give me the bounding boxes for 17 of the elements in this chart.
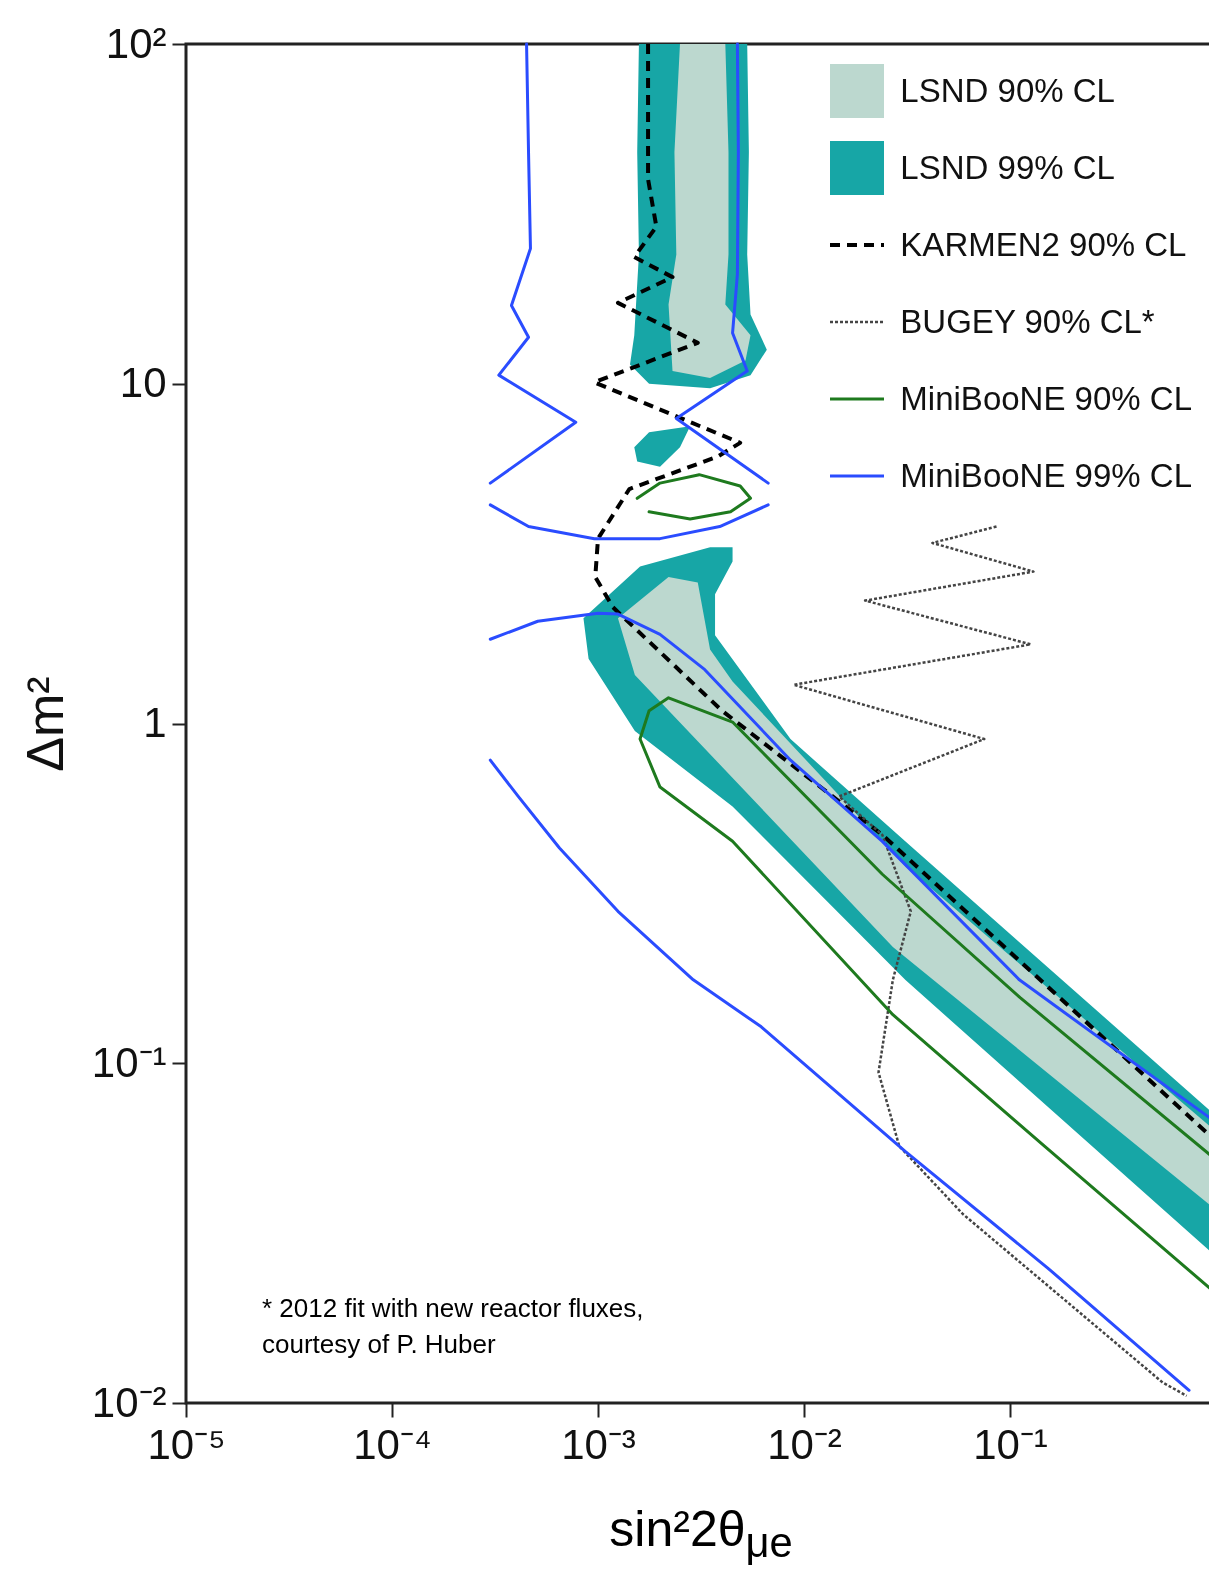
legend-label: MiniBooNE 90% CL <box>900 379 1192 418</box>
x-tick-label: 10⁻¹ <box>973 1420 1048 1468</box>
legend-label: KARMEN2 90% CL <box>900 225 1187 264</box>
legend-label: MiniBooNE 99% CL <box>900 456 1192 495</box>
y-tick-label: 10 <box>119 359 167 407</box>
y-tick-label: 1 <box>143 699 167 746</box>
x-tick-label: 10⁻⁴ <box>353 1420 432 1468</box>
legend-label: LSND 99% CL <box>900 148 1115 187</box>
x-tick-label: 10⁻² <box>767 1420 842 1468</box>
legend-label: LSND 90% CL <box>900 71 1115 110</box>
y-axis-title: Δm² <box>15 676 74 772</box>
x-tick-label: 10⁻³ <box>561 1420 636 1468</box>
y-tick-label: 10² <box>105 19 167 67</box>
annotation: * 2012 fit with new reactor fluxes, courtesy of P. Huber <box>262 1292 645 1361</box>
y-tick-label: 10⁻¹ <box>91 1038 167 1086</box>
legend-label: BUGEY 90% CL* <box>900 302 1155 341</box>
x-axis-title: sin²2θ$_{μe}$ <box>608 1500 794 1567</box>
